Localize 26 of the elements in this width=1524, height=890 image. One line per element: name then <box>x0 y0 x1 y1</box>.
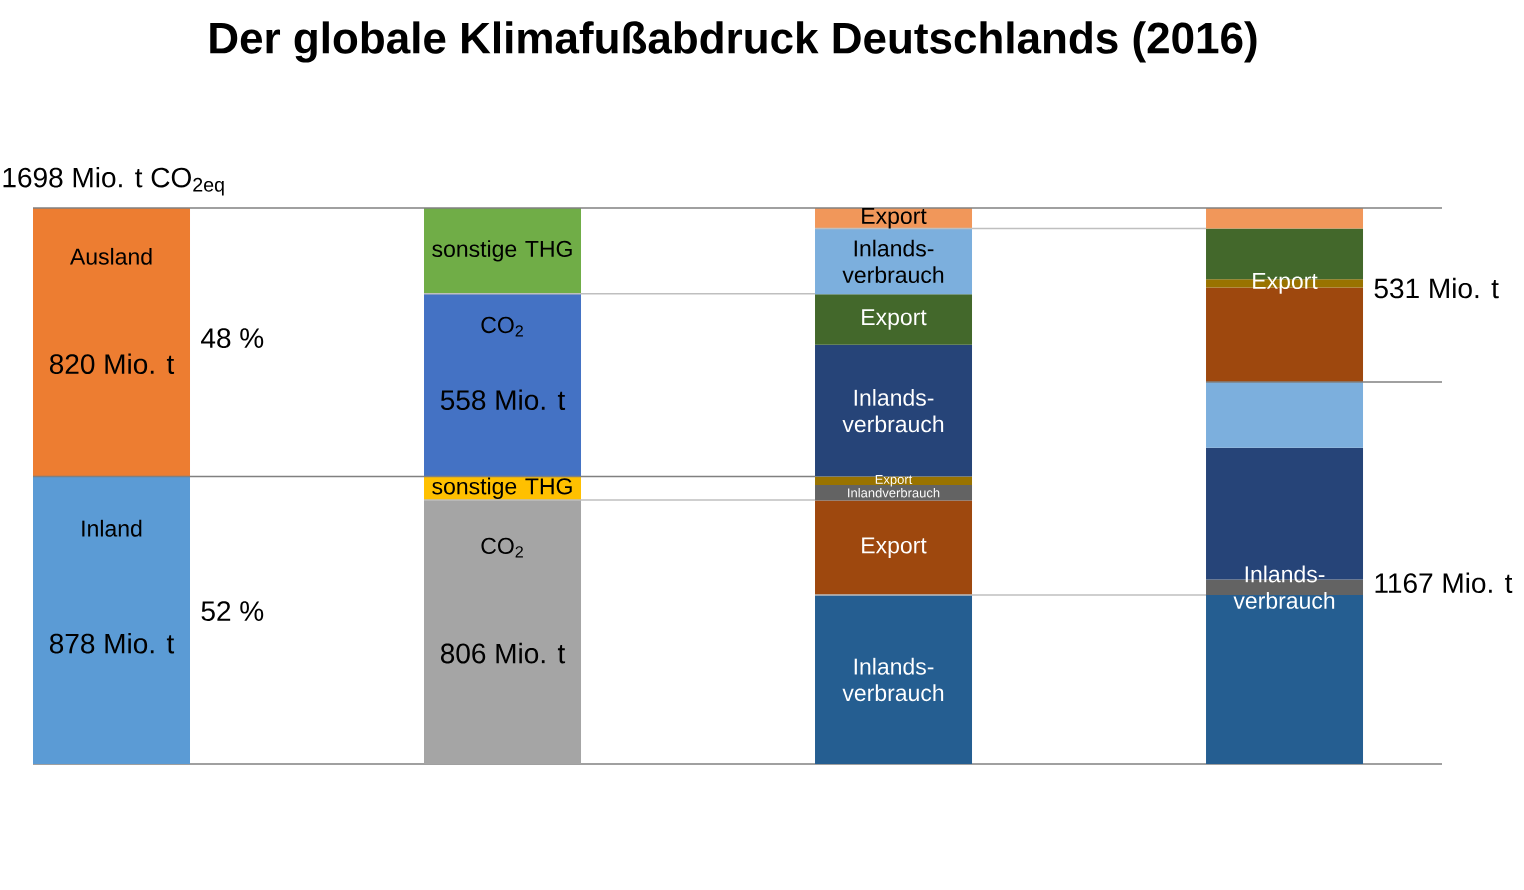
series-label: Inlands-verbrauch <box>842 239 944 284</box>
series-label: Inlandverbrauch <box>848 487 940 498</box>
series-label: sonstige THG <box>432 477 572 499</box>
series-label: Ausland <box>69 247 152 265</box>
series-label: Export <box>862 208 927 229</box>
data-label: 806 Mio. t <box>440 642 566 664</box>
series-label: Export <box>862 309 927 330</box>
series-label: Inlands-verbrauch <box>842 389 944 433</box>
data-label: 820 Mio. t <box>49 353 175 375</box>
text: 52 % <box>201 601 264 622</box>
text: 531 Mio. t <box>1374 277 1499 299</box>
series-label: Inlands-verbrauch <box>1233 565 1335 609</box>
text: Der globale Klimafußabdruck Deutschlands (2016) <box>210 21 1257 63</box>
series-label: CO$_{2}$ <box>481 316 523 337</box>
text: 48 % <box>201 328 264 349</box>
series-label: Export <box>1253 273 1318 294</box>
series-label: CO$_{2}$ <box>481 537 523 558</box>
total-label: 1698 Mio. t CO$_{2eq}$ <box>3 166 224 196</box>
series-label: Export <box>875 474 913 487</box>
series-label: Inlands-verbrauch <box>842 657 944 702</box>
series-label: Inland <box>82 519 142 537</box>
data-label: 558 Mio. t <box>440 389 566 411</box>
data-label: 878 Mio. t <box>49 632 175 654</box>
text: 1167 Mio. t <box>1375 572 1513 594</box>
series-label: Export <box>862 537 927 559</box>
series-label: sonstige THG <box>432 240 572 262</box>
